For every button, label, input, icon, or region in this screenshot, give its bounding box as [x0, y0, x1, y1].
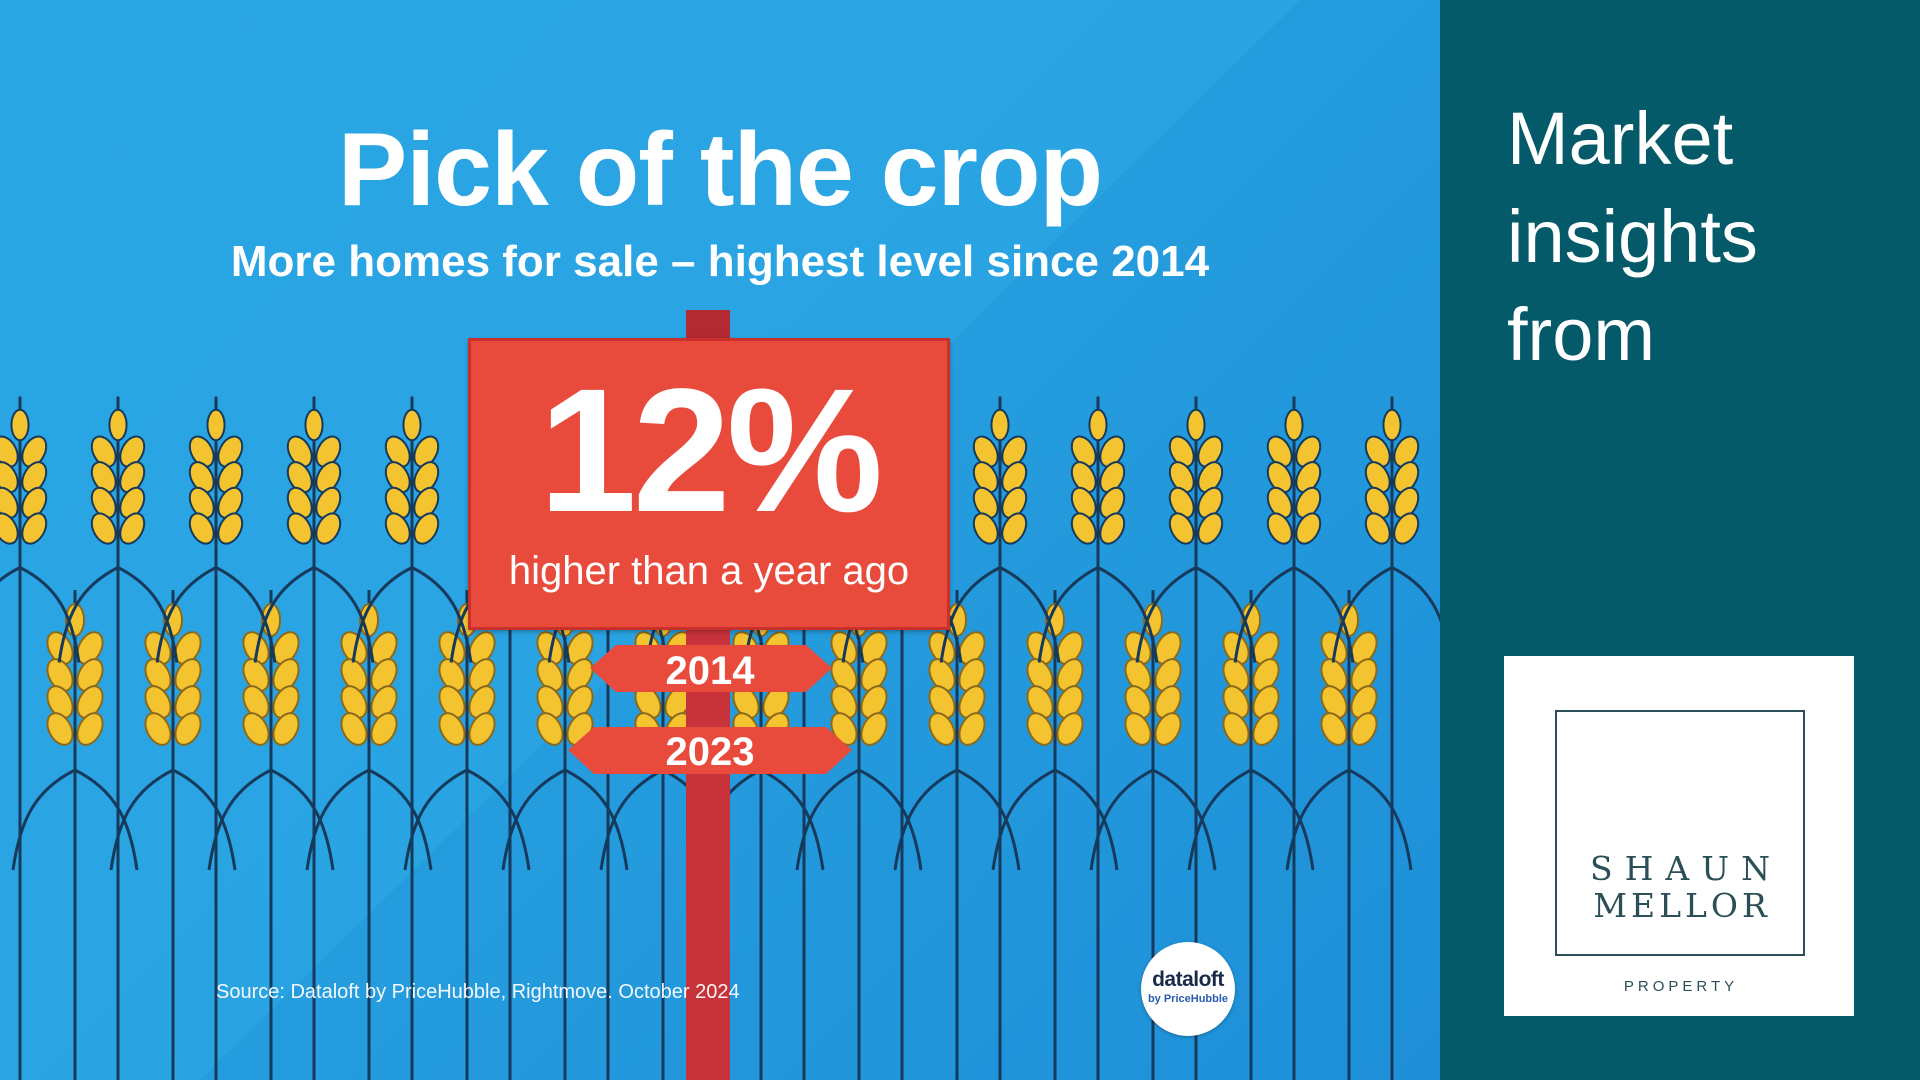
wheat-stalk-icon [305, 590, 433, 1080]
wheat-stalk-icon [57, 396, 179, 1080]
subheadline: More homes for sale – highest level sinc… [230, 237, 1210, 286]
wheat-stalk-icon [893, 590, 1021, 1080]
dataloft-logo: dataloft by PriceHubble [1141, 942, 1235, 1036]
wheat-stalk-icon [1233, 396, 1355, 1080]
wheat-stalk-icon [501, 590, 629, 1080]
logo-frame: SHAUN MELLOR [1555, 710, 1805, 956]
wheat-stalk-icon [207, 590, 335, 1080]
wheat-stalk-icon [109, 590, 237, 1080]
arrow-label-2023: 2023 [665, 730, 755, 774]
market-insights-line-2: insights [1507, 195, 1758, 278]
logo-word-property: PROPERTY [1623, 978, 1739, 995]
wheat-stalk-icon [1331, 396, 1440, 1080]
stat-value: 12% [538, 353, 883, 549]
shaun-mellor-logo: SHAUN MELLOR PROPERTY [1504, 656, 1854, 1016]
wheat-field [0, 396, 1440, 1080]
headline: Pick of the crop [337, 112, 1103, 228]
stat-caption: higher than a year ago [508, 549, 910, 593]
arrow-label-2014: 2014 [665, 649, 755, 693]
wheat-stalk-icon [403, 590, 531, 1080]
wheat-stalk-icon [155, 396, 277, 1080]
logo-word-shaun: SHAUN [1590, 849, 1782, 888]
infographic: Pick of the crop More homes for sale – h… [0, 0, 1440, 1080]
wheat-stalk-icon [1285, 590, 1413, 1080]
logo-word-mellor: MELLOR [1593, 886, 1771, 925]
market-insights-heading: Market insights from [1507, 90, 1907, 384]
dataloft-logo-name: dataloft [1152, 968, 1224, 991]
wheat-stalk-icon [0, 396, 81, 1080]
market-insights-line-3: from [1507, 293, 1655, 376]
wheat-stalk-icon [939, 396, 1061, 1080]
dataloft-logo-sub: by PriceHubble [1147, 993, 1229, 1005]
market-insights-line-1: Market [1507, 97, 1734, 180]
side-panel: Market insights from SHAUN MELLOR PROPER… [1440, 0, 1920, 1080]
wheat-stalk-icon [351, 396, 473, 1080]
wheat-stalk-icon [991, 590, 1119, 1080]
wheat-stalk-icon [11, 590, 139, 1080]
wheat-stalk-icon [253, 396, 375, 1080]
source-note: Source: Dataloft by PriceHubble, Rightmo… [216, 981, 740, 1003]
wheat-stalk-icon [1135, 396, 1257, 1080]
wheat-stalk-icon [1037, 396, 1159, 1080]
stat-sign-board: 12% higher than a year ago [468, 338, 950, 630]
